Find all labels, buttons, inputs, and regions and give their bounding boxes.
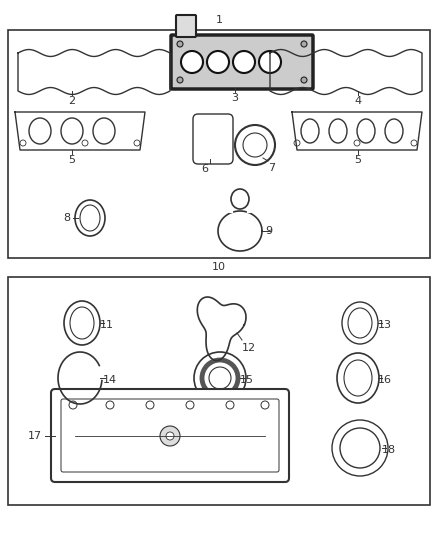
Circle shape xyxy=(69,401,77,409)
Text: 6: 6 xyxy=(201,164,208,174)
Text: 3: 3 xyxy=(232,93,239,103)
Text: 2: 2 xyxy=(68,96,76,106)
Circle shape xyxy=(259,51,281,73)
Ellipse shape xyxy=(337,353,379,403)
Ellipse shape xyxy=(93,118,115,144)
Circle shape xyxy=(411,140,417,146)
Bar xyxy=(8,30,430,258)
Ellipse shape xyxy=(75,200,105,236)
Circle shape xyxy=(177,41,183,47)
Circle shape xyxy=(82,140,88,146)
Text: 8: 8 xyxy=(63,213,70,223)
Ellipse shape xyxy=(301,119,319,143)
Ellipse shape xyxy=(80,205,100,231)
Text: 12: 12 xyxy=(242,343,256,353)
Circle shape xyxy=(354,140,360,146)
Text: 4: 4 xyxy=(354,96,361,106)
Text: 10: 10 xyxy=(212,262,226,272)
Circle shape xyxy=(134,140,140,146)
Circle shape xyxy=(294,140,300,146)
Circle shape xyxy=(301,77,307,83)
Circle shape xyxy=(106,401,114,409)
Ellipse shape xyxy=(348,308,372,338)
Circle shape xyxy=(160,426,180,446)
Circle shape xyxy=(202,360,238,396)
Ellipse shape xyxy=(61,118,83,144)
Text: 14: 14 xyxy=(103,375,117,385)
FancyBboxPatch shape xyxy=(193,114,233,164)
Ellipse shape xyxy=(385,119,403,143)
Ellipse shape xyxy=(70,307,94,339)
Text: 9: 9 xyxy=(265,226,272,236)
Circle shape xyxy=(194,352,246,404)
Text: 15: 15 xyxy=(240,375,254,385)
Text: 5: 5 xyxy=(68,155,75,165)
Circle shape xyxy=(243,133,267,157)
Circle shape xyxy=(207,51,229,73)
FancyBboxPatch shape xyxy=(61,399,279,472)
Circle shape xyxy=(235,125,275,165)
Ellipse shape xyxy=(344,360,372,396)
Circle shape xyxy=(301,41,307,47)
Circle shape xyxy=(261,401,269,409)
Text: 1: 1 xyxy=(215,15,223,25)
Circle shape xyxy=(233,51,255,73)
Circle shape xyxy=(166,432,174,440)
Text: 18: 18 xyxy=(382,445,396,455)
FancyBboxPatch shape xyxy=(51,389,289,482)
Text: 16: 16 xyxy=(378,375,392,385)
Text: 5: 5 xyxy=(354,155,361,165)
Circle shape xyxy=(177,77,183,83)
Ellipse shape xyxy=(29,118,51,144)
Circle shape xyxy=(181,51,203,73)
Ellipse shape xyxy=(342,302,378,344)
Ellipse shape xyxy=(329,119,347,143)
Circle shape xyxy=(209,367,231,389)
Text: 13: 13 xyxy=(378,320,392,330)
Ellipse shape xyxy=(64,301,100,345)
Ellipse shape xyxy=(357,119,375,143)
FancyBboxPatch shape xyxy=(171,35,313,89)
FancyBboxPatch shape xyxy=(176,15,196,37)
Bar xyxy=(8,277,430,505)
Circle shape xyxy=(226,401,234,409)
Text: 7: 7 xyxy=(268,163,275,173)
Text: 17: 17 xyxy=(28,431,42,441)
Circle shape xyxy=(146,401,154,409)
Circle shape xyxy=(332,420,388,476)
Circle shape xyxy=(186,401,194,409)
Circle shape xyxy=(20,140,26,146)
Circle shape xyxy=(340,428,380,468)
Ellipse shape xyxy=(231,189,249,209)
Text: 11: 11 xyxy=(100,320,114,330)
